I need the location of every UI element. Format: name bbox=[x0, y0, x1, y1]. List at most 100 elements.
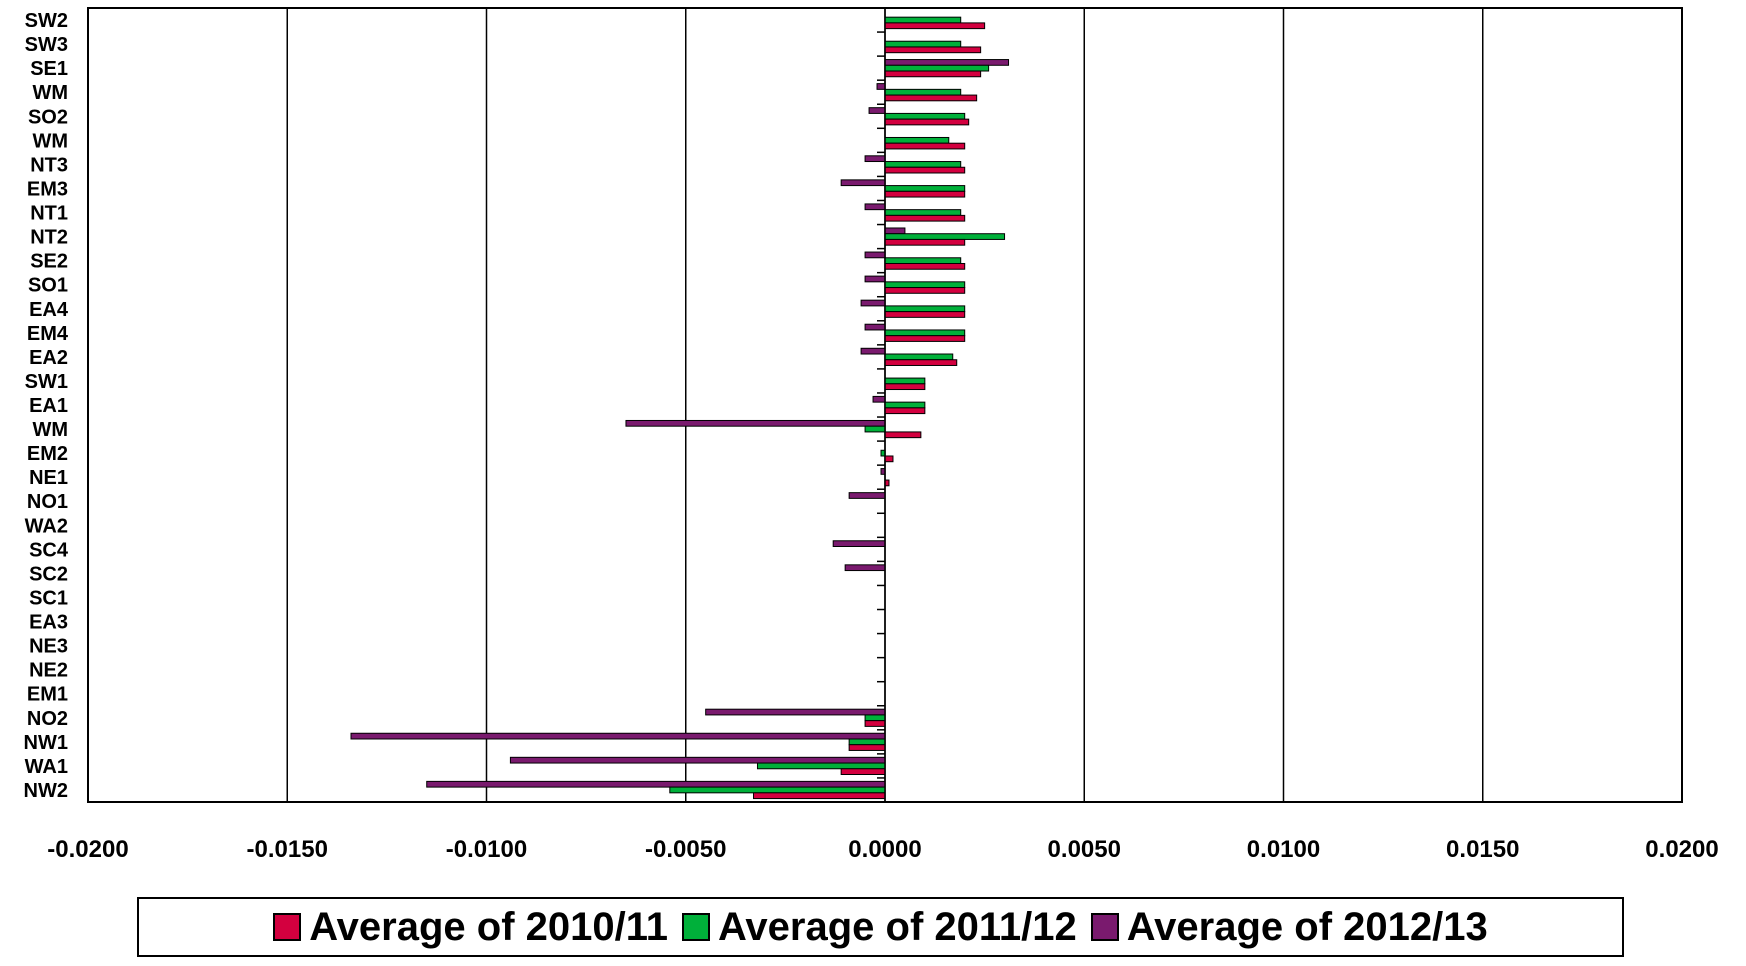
category-label: SE1 bbox=[30, 58, 68, 80]
bar bbox=[884, 401, 926, 409]
bar bbox=[884, 353, 954, 361]
bar bbox=[884, 383, 926, 391]
category-label: EA4 bbox=[29, 299, 69, 321]
bar bbox=[884, 407, 926, 415]
bar bbox=[884, 329, 966, 337]
bar bbox=[884, 287, 966, 294]
bar bbox=[832, 540, 886, 547]
bar bbox=[625, 419, 886, 427]
x-tick-label: -0.0050 bbox=[645, 836, 726, 863]
category-label: EM1 bbox=[27, 684, 68, 706]
category-label: NO2 bbox=[27, 708, 68, 730]
bar bbox=[864, 251, 886, 259]
bar bbox=[884, 305, 966, 313]
bar bbox=[884, 190, 966, 198]
bar bbox=[884, 22, 986, 30]
bar bbox=[884, 70, 982, 78]
category-label: SO2 bbox=[28, 106, 68, 128]
bar bbox=[705, 708, 886, 716]
legend-label-2010-11: Average of 2010/11 bbox=[309, 904, 669, 949]
legend-swatch-2012-13 bbox=[1090, 913, 1119, 941]
category-label: WM bbox=[32, 130, 68, 152]
category-label: SC1 bbox=[29, 587, 68, 609]
bar bbox=[848, 744, 886, 751]
category-label: NE1 bbox=[29, 467, 68, 489]
bar bbox=[884, 238, 966, 246]
bar bbox=[872, 395, 886, 403]
category-label: NT1 bbox=[30, 203, 68, 225]
bar bbox=[884, 209, 962, 216]
category-label: SW1 bbox=[25, 371, 68, 393]
bar bbox=[884, 263, 966, 270]
bar bbox=[756, 762, 886, 770]
bar bbox=[864, 720, 886, 727]
bar bbox=[884, 59, 1010, 66]
bar bbox=[884, 359, 958, 366]
bar bbox=[884, 94, 978, 102]
bar bbox=[864, 155, 886, 163]
bar bbox=[848, 738, 886, 746]
category-label: WM bbox=[32, 419, 68, 441]
category-label: NW2 bbox=[24, 780, 68, 802]
x-tick-label: -0.0150 bbox=[247, 836, 328, 863]
x-tick-label: 0.0000 bbox=[848, 836, 921, 863]
bar bbox=[884, 257, 962, 265]
bar bbox=[884, 214, 966, 222]
bar bbox=[876, 83, 886, 90]
bar bbox=[864, 203, 886, 211]
bar bbox=[864, 425, 886, 433]
category-label: SO1 bbox=[28, 275, 68, 297]
category-label: NT3 bbox=[30, 154, 68, 176]
bar bbox=[844, 564, 886, 572]
bar bbox=[884, 311, 966, 318]
bar bbox=[864, 323, 886, 331]
bar bbox=[884, 64, 990, 72]
bar bbox=[884, 455, 894, 463]
category-label: WM bbox=[32, 82, 68, 104]
bar bbox=[884, 161, 962, 168]
bar bbox=[752, 792, 886, 800]
bar bbox=[669, 786, 886, 794]
category-label: EA1 bbox=[29, 395, 68, 417]
category-label: NW1 bbox=[24, 732, 68, 754]
category-label: NO1 bbox=[27, 491, 68, 513]
x-tick-label: 0.0050 bbox=[1048, 836, 1121, 863]
category-label: NE3 bbox=[29, 636, 68, 658]
category-label: SC4 bbox=[29, 539, 69, 561]
x-tick-label: 0.0150 bbox=[1446, 836, 1519, 863]
category-label: EM2 bbox=[27, 443, 68, 465]
bar bbox=[884, 46, 982, 54]
bar bbox=[840, 768, 886, 776]
category-label: SW2 bbox=[25, 10, 68, 32]
bar-chart: SW2SW3SE1WMSO2WMNT3EM3NT1NT2SE2SO1EA4EM4… bbox=[24, 7, 1719, 863]
bar bbox=[884, 377, 926, 385]
zero-axis bbox=[877, 7, 886, 803]
legend: Average of 2010/11 Average of 2011/12 Av… bbox=[137, 897, 1624, 957]
bar bbox=[884, 112, 966, 120]
bars bbox=[350, 16, 1010, 800]
bar bbox=[884, 166, 966, 174]
bar bbox=[884, 142, 966, 150]
bar bbox=[884, 40, 962, 48]
bar bbox=[864, 275, 886, 283]
x-tick-labels: -0.0200 -0.0150 -0.0100 -0.0050 0.0000 0.0050… bbox=[47, 836, 1718, 863]
bar bbox=[884, 88, 962, 96]
bar bbox=[848, 492, 886, 499]
x-tick-label: -0.0200 bbox=[47, 836, 128, 863]
bar bbox=[868, 107, 886, 114]
category-label: NE2 bbox=[29, 660, 68, 682]
gridlines bbox=[286, 8, 1484, 802]
bar bbox=[350, 732, 886, 740]
category-label: SC2 bbox=[29, 563, 68, 585]
category-label: NT2 bbox=[30, 227, 68, 249]
category-label: SE2 bbox=[30, 251, 68, 273]
legend-swatch-2010-11 bbox=[273, 913, 302, 941]
bar bbox=[840, 179, 886, 187]
bar bbox=[884, 431, 922, 439]
legend-item-2012-13: Average of 2012/13 bbox=[1090, 905, 1488, 950]
category-label: EM4 bbox=[27, 323, 69, 345]
category-label: EA2 bbox=[29, 347, 68, 369]
category-label: SW3 bbox=[25, 34, 68, 56]
category-label: EA3 bbox=[29, 612, 68, 634]
bar bbox=[864, 714, 886, 722]
